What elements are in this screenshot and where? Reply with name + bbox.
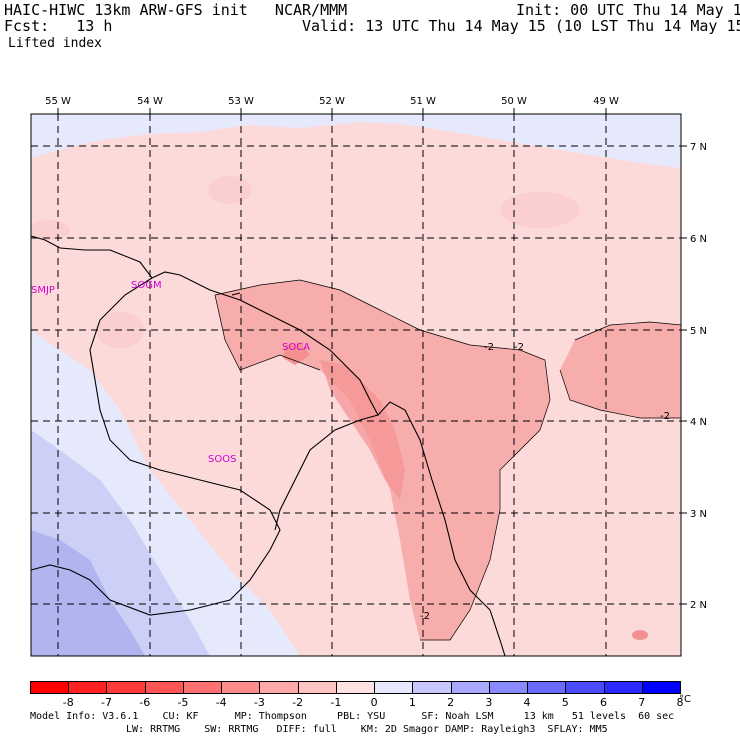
- colorbar-label: 8: [676, 696, 684, 709]
- model-title: HAIC-HIWC 13km ARW-GFS init NCAR/MMM: [4, 1, 348, 19]
- station-label: SOOS: [208, 454, 236, 465]
- sw-stable-deep: [31, 530, 145, 656]
- colorbar-swatch: [297, 681, 337, 694]
- colorbar-label: -6: [139, 696, 151, 709]
- lat-label: 7 N: [690, 142, 707, 153]
- colorbar-swatch: [30, 681, 70, 694]
- colorbar-label: -8: [62, 696, 74, 709]
- colorbar-swatch: [221, 681, 261, 694]
- colorbar-label: 0: [370, 696, 378, 709]
- field-spot: [31, 220, 70, 240]
- colorbar-swatch: [106, 681, 146, 694]
- colorbar-label: 7: [638, 696, 646, 709]
- map-frame: [30, 113, 682, 657]
- forecast-hour: Fcst: 13 h: [4, 17, 113, 35]
- field-spot: [500, 192, 580, 228]
- colorbar-swatch: [565, 681, 605, 694]
- colorbar-unit: °C: [679, 694, 691, 705]
- north-stable-area: [31, 114, 681, 168]
- lon-label: 51 W: [410, 96, 436, 107]
- lon-label: 55 W: [45, 96, 71, 107]
- colorbar-label: 4: [523, 696, 531, 709]
- contour-label: -2: [660, 411, 670, 422]
- colorbar-swatch: [374, 681, 414, 694]
- init-time: Init: 00 UTC Thu 14 May 15: [516, 1, 740, 19]
- station-label: SMJP: [31, 285, 55, 296]
- colorbar-swatch: [450, 681, 490, 694]
- field-spot: [208, 176, 252, 204]
- lon-label: 54 W: [137, 96, 163, 107]
- colorbar-swatch: [335, 681, 376, 694]
- model-info-line1: Model Info: V3.6.1 CU: KF MP: Thompson P…: [30, 711, 675, 722]
- colorbar-label: 3: [485, 696, 493, 709]
- colorbar-swatch: [412, 681, 452, 694]
- colorbar-swatch: [182, 681, 223, 694]
- colorbar-swatch: [259, 681, 299, 694]
- colorbar-label: -5: [177, 696, 189, 709]
- unstable-core: [320, 360, 405, 500]
- unstable-spot: [283, 342, 310, 365]
- lat-label: 2 N: [690, 600, 707, 611]
- colorbar-swatch: [68, 681, 108, 694]
- lon-label: 53 W: [228, 96, 254, 107]
- lat-label: 4 N: [690, 417, 707, 428]
- coastline: [30, 235, 506, 657]
- contour-lines: [214, 279, 682, 641]
- lat-label: 3 N: [690, 509, 707, 520]
- lon-label: 49 W: [593, 96, 619, 107]
- colorbar-swatch: [603, 681, 643, 694]
- colorbar-label: -2: [292, 696, 304, 709]
- colorbar-label: -1: [330, 696, 342, 709]
- lon-label: 50 W: [501, 96, 527, 107]
- colorbar-label: -7: [100, 696, 112, 709]
- contour-label: -2: [514, 342, 524, 353]
- colorbar-label: 6: [600, 696, 608, 709]
- lat-label: 5 N: [690, 326, 707, 337]
- station-label: SOCA: [282, 342, 310, 353]
- axis-ticks: [57, 108, 687, 605]
- colorbar-label: 5: [561, 696, 569, 709]
- station-label: SOGM: [131, 280, 162, 291]
- unstable-area-east: [560, 322, 681, 418]
- colorbar-label: -3: [253, 696, 265, 709]
- field-spot: [632, 630, 648, 640]
- lon-label: 52 W: [319, 96, 345, 107]
- colorbar-swatch: [641, 681, 681, 694]
- colorbar-label: 1: [408, 696, 416, 709]
- contour-label: -2: [420, 611, 430, 622]
- model-info-line2: LW: RRTMG SW: RRTMG DIFF: full KM: 2D Sm…: [126, 724, 608, 735]
- field-name: Lifted index: [8, 36, 102, 51]
- colorbar-label: 2: [447, 696, 455, 709]
- colorbar-label: -4: [215, 696, 227, 709]
- colorbar-swatch: [144, 681, 184, 694]
- valid-time: Valid: 13 UTC Thu 14 May 15 (10 LST Thu …: [302, 17, 740, 35]
- colorbar-swatch: [488, 681, 529, 694]
- contour-label: -2: [484, 342, 494, 353]
- lat-lon-grid: [31, 114, 681, 656]
- lat-label: 6 N: [690, 234, 707, 245]
- colorbar-swatch: [527, 681, 567, 694]
